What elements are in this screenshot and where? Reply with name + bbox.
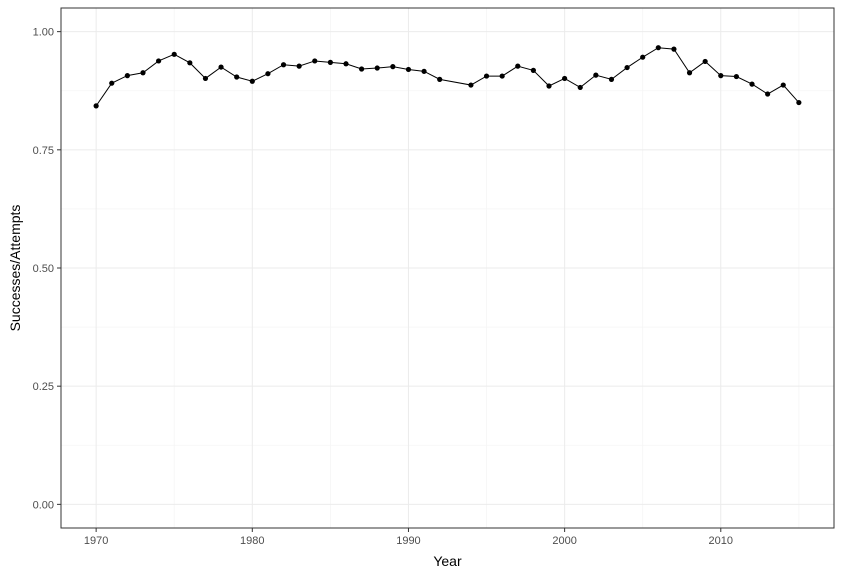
data-point <box>796 99 802 106</box>
data-point <box>765 91 771 97</box>
data-point <box>93 103 99 109</box>
data-point <box>562 75 568 82</box>
data-point <box>374 65 380 71</box>
data-series <box>93 45 802 109</box>
x-axis-title: Year <box>433 553 462 569</box>
data-point <box>608 76 615 82</box>
data-point <box>718 73 724 79</box>
data-point <box>156 58 162 64</box>
data-point <box>140 70 146 76</box>
data-point <box>468 82 474 88</box>
y-tick-label: 0.50 <box>33 263 54 275</box>
data-point <box>780 82 786 88</box>
data-point <box>171 51 177 57</box>
data-point <box>655 45 661 51</box>
data-point <box>343 61 349 67</box>
major-gridlines <box>61 8 834 528</box>
y-axis-title: Successes/Attempts <box>7 205 23 332</box>
data-point <box>405 66 412 73</box>
data-point <box>686 70 693 76</box>
data-point <box>249 78 255 84</box>
x-tick-label: 1990 <box>396 535 420 547</box>
y-axis: 0.00 0.25 0.50 0.75 1.00 <box>33 27 61 511</box>
y-tick-label: 0.00 <box>33 499 54 511</box>
x-tick-label: 1980 <box>240 535 264 547</box>
data-point <box>390 64 396 70</box>
y-tick-label: 1.00 <box>33 27 54 39</box>
x-tick-label: 1970 <box>84 535 108 547</box>
data-point <box>530 67 536 73</box>
data-point <box>640 54 646 60</box>
data-point <box>312 58 318 64</box>
data-point <box>702 58 708 65</box>
data-point <box>624 64 630 71</box>
x-tick-label: 2010 <box>709 535 733 547</box>
data-point <box>280 62 287 68</box>
y-tick-label: 0.75 <box>33 145 54 157</box>
data-point <box>515 63 521 69</box>
x-tick-label: 2000 <box>552 535 576 547</box>
data-point <box>671 46 677 52</box>
data-point <box>265 71 271 77</box>
data-point <box>749 81 755 87</box>
data-point <box>733 73 739 80</box>
data-point <box>187 60 193 66</box>
data-point <box>577 84 583 91</box>
y-tick-label: 0.25 <box>33 381 54 393</box>
x-axis: 1970 1980 1990 2000 2010 <box>84 528 733 547</box>
data-point <box>421 68 427 74</box>
data-point <box>202 75 209 82</box>
data-point <box>359 66 365 72</box>
data-point <box>218 64 224 70</box>
data-point <box>327 59 333 65</box>
data-point <box>296 63 302 69</box>
data-point <box>437 76 443 82</box>
data-point <box>546 83 552 89</box>
data-point <box>499 73 505 79</box>
data-point <box>483 73 490 79</box>
data-point <box>109 80 115 86</box>
data-point <box>234 74 240 80</box>
data-point <box>593 72 599 78</box>
data-point <box>124 73 130 79</box>
